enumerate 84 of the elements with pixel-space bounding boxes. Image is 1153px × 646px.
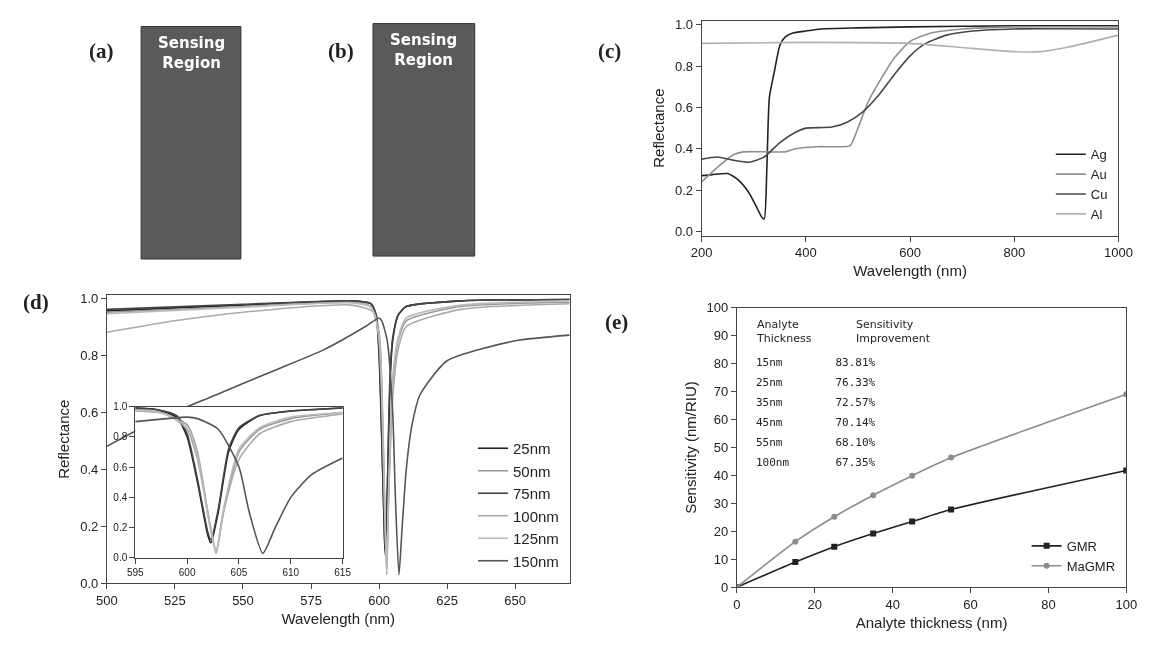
x-tick-label: 40 (885, 596, 900, 612)
y-tick-label: 0.4 (80, 461, 99, 477)
x-tick-label: 595 (126, 566, 145, 578)
text: 15nm 83.81% (756, 356, 876, 369)
y-tick-label: 10 (713, 551, 729, 567)
text: (a) (89, 39, 114, 63)
x-axis-title: Wavelength (nm) (281, 609, 396, 627)
legend-label: 150nm (512, 552, 559, 570)
y-tick-label: 90 (713, 328, 729, 344)
x-tick-label: 650 (504, 592, 527, 608)
y-tick-label: 0.6 (80, 404, 99, 420)
x-tick-label: 100 (1115, 596, 1138, 612)
y-tick-label: 0.0 (113, 552, 128, 564)
x-tick-label: 600 (368, 592, 390, 608)
y-tick-label: 1.0 (675, 17, 694, 33)
annotation: Sensitivity Improvement (856, 318, 931, 346)
legend-label: 75nm (512, 485, 551, 503)
y-tick-label: 100 (706, 300, 729, 316)
y-tick-label: 50 (713, 440, 729, 456)
legend-label: Au (1090, 167, 1107, 183)
y-tick-label: 0.6 (113, 461, 128, 473)
y-axis-title: Reflectance (55, 399, 73, 479)
x-tick-label: 400 (795, 245, 817, 261)
legend-label: 125nm (512, 530, 559, 548)
x-tick-label: 610 (282, 566, 300, 578)
y-tick-label: 0.6 (675, 100, 694, 115)
text: 35nm 72.57% (756, 396, 876, 409)
x-tick-label: 600 (899, 245, 921, 261)
x-tick-label: 20 (807, 596, 823, 612)
text: 45nm 70.14% (756, 416, 876, 429)
x-tick-label: 1000 (1103, 245, 1133, 261)
x-tick-label: 575 (300, 592, 322, 608)
text: Sensing Region (390, 31, 458, 69)
y-tick-label: 40 (713, 468, 729, 484)
legend-label: 100nm (512, 507, 559, 525)
x-tick-label: 600 (178, 566, 196, 578)
chart-title: (d) (23, 290, 49, 314)
chart-title: (e) (605, 310, 629, 334)
x-axis-title: Analyte thickness (nm) (855, 613, 1008, 631)
y-axis-title: Sensitivity (nm/RIU) (681, 381, 699, 514)
y-tick-label: 0.0 (80, 575, 99, 591)
text: (b) (328, 39, 354, 63)
x-tick-label: 500 (96, 592, 118, 608)
x-tick-label: 0 (733, 596, 741, 612)
x-tick-label: 200 (690, 245, 713, 261)
text: 55nm 68.10% (756, 436, 876, 449)
y-tick-label: 30 (713, 495, 729, 511)
y-tick-label: 1.0 (113, 401, 128, 412)
y-tick-label: 70 (713, 384, 729, 400)
y-tick-label: 0.4 (675, 141, 694, 157)
y-tick-label: 0 (721, 579, 729, 595)
y-axis-title: Reflectance (650, 88, 668, 168)
y-tick-label: 0.2 (113, 522, 128, 534)
legend-label: MaGMR (1066, 558, 1116, 574)
y-tick-label: 60 (713, 412, 729, 428)
x-axis-title: Wavelength (nm) (853, 262, 967, 280)
x-tick-label: 615 (334, 566, 352, 578)
y-tick-label: 0.4 (113, 491, 128, 503)
y-tick-label: 0.8 (80, 347, 99, 363)
legend-label: GMR (1066, 538, 1097, 554)
legend-label: 25nm (512, 440, 551, 458)
y-tick-label: 0.8 (675, 58, 694, 74)
text: 25nm 76.33% (756, 376, 876, 389)
x-tick-label: 550 (232, 592, 254, 608)
text: (c) (598, 39, 622, 63)
x-tick-label: 625 (436, 592, 458, 608)
legend-label: 50nm (512, 462, 551, 480)
text: 100nm 67.35% (756, 456, 876, 469)
y-tick-label: 0.0 (675, 223, 694, 239)
text: Sensing Region (158, 34, 226, 72)
y-tick-label: 1.0 (80, 290, 99, 306)
y-tick-label: 0.2 (675, 182, 694, 198)
y-tick-label: 80 (713, 356, 729, 372)
y-tick-label: 0.2 (80, 518, 99, 534)
x-tick-label: 605 (230, 566, 248, 578)
x-tick-label: 800 (1003, 245, 1026, 261)
x-tick-label: 60 (963, 596, 978, 612)
x-tick-label: 525 (164, 592, 186, 608)
legend-label: Ag (1090, 147, 1107, 163)
legend-label: Al (1090, 206, 1103, 222)
legend-label: Cu (1090, 187, 1108, 203)
x-tick-label: 80 (1041, 596, 1056, 612)
y-tick-label: 20 (713, 523, 729, 539)
annotation: Analyte Thickness (756, 318, 812, 346)
